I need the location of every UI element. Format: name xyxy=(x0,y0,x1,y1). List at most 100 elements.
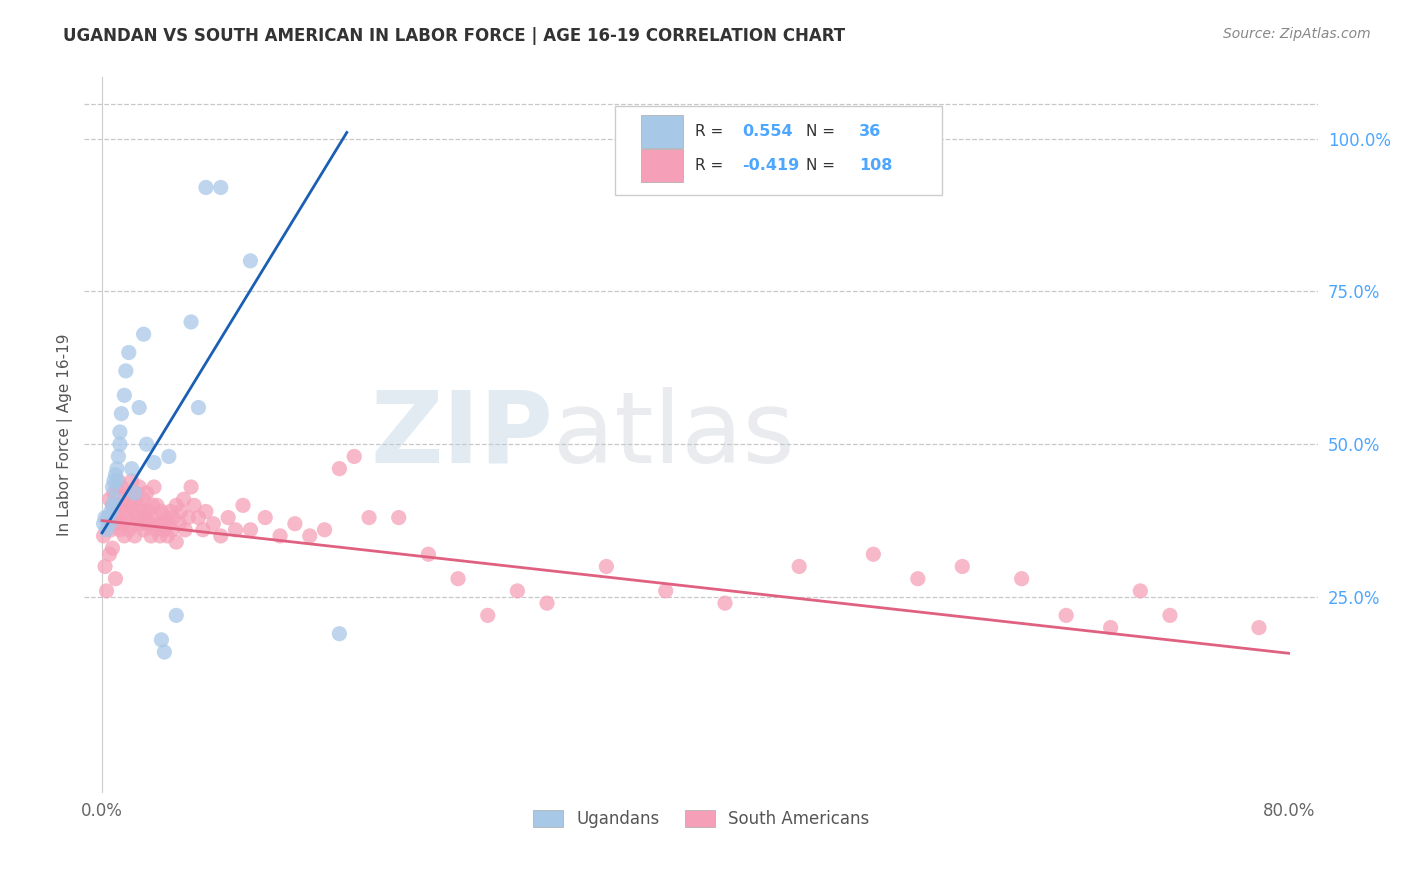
Point xyxy=(103,486,125,500)
Point xyxy=(134,510,156,524)
Point xyxy=(1011,572,1033,586)
Point xyxy=(217,510,239,524)
Point xyxy=(1159,608,1181,623)
Point xyxy=(156,529,179,543)
Point xyxy=(143,480,166,494)
Text: atlas: atlas xyxy=(553,386,794,483)
Point xyxy=(117,510,139,524)
Text: -0.419: -0.419 xyxy=(742,158,799,173)
Point xyxy=(506,583,529,598)
Point xyxy=(105,499,128,513)
Point xyxy=(357,510,380,524)
Point xyxy=(1247,621,1270,635)
Point xyxy=(298,529,321,543)
Point xyxy=(104,492,127,507)
Point xyxy=(101,541,124,556)
Point xyxy=(284,516,307,531)
Point xyxy=(101,499,124,513)
Point xyxy=(157,450,180,464)
Point xyxy=(108,523,131,537)
Point xyxy=(111,516,134,531)
Point xyxy=(128,401,150,415)
Point xyxy=(127,510,149,524)
Point xyxy=(180,315,202,329)
Point xyxy=(143,456,166,470)
Point xyxy=(180,480,202,494)
Text: R =: R = xyxy=(695,124,728,138)
Point xyxy=(595,559,617,574)
Point xyxy=(343,450,366,464)
Point xyxy=(120,499,142,513)
Text: 36: 36 xyxy=(859,124,882,138)
Point xyxy=(177,510,200,524)
Point xyxy=(104,516,127,531)
Point xyxy=(128,480,150,494)
Point xyxy=(101,480,124,494)
Point xyxy=(170,504,193,518)
Point xyxy=(654,583,676,598)
Point xyxy=(787,559,810,574)
Point xyxy=(388,510,411,524)
Point xyxy=(121,474,143,488)
Point xyxy=(96,583,118,598)
Text: 0.554: 0.554 xyxy=(742,124,793,138)
Point xyxy=(1099,621,1122,635)
Point xyxy=(110,480,132,494)
Point xyxy=(124,492,146,507)
Point xyxy=(950,559,973,574)
Point xyxy=(159,504,181,518)
Point xyxy=(121,461,143,475)
Point xyxy=(105,474,128,488)
Point xyxy=(139,529,162,543)
Point xyxy=(105,461,128,475)
Point xyxy=(121,516,143,531)
Point xyxy=(536,596,558,610)
Point xyxy=(155,510,177,524)
Point xyxy=(328,461,350,475)
Point xyxy=(124,529,146,543)
Point xyxy=(93,529,115,543)
Point xyxy=(165,608,187,623)
Point xyxy=(254,510,277,524)
Point xyxy=(94,510,117,524)
Point xyxy=(101,499,124,513)
Point xyxy=(122,504,145,518)
Point xyxy=(209,180,232,194)
Point xyxy=(191,523,214,537)
Point xyxy=(239,253,262,268)
Point xyxy=(907,572,929,586)
Point xyxy=(110,407,132,421)
Point xyxy=(165,535,187,549)
Point xyxy=(477,608,499,623)
FancyBboxPatch shape xyxy=(614,106,942,195)
Text: UGANDAN VS SOUTH AMERICAN IN LABOR FORCE | AGE 16-19 CORRELATION CHART: UGANDAN VS SOUTH AMERICAN IN LABOR FORCE… xyxy=(63,27,845,45)
Point xyxy=(131,504,153,518)
Point xyxy=(174,523,197,537)
Point xyxy=(160,523,183,537)
Point xyxy=(93,516,115,531)
Point xyxy=(146,499,169,513)
Point xyxy=(328,626,350,640)
Point xyxy=(187,401,209,415)
Point xyxy=(118,486,141,500)
Point xyxy=(187,510,209,524)
Point xyxy=(150,504,173,518)
Point xyxy=(132,492,155,507)
Point xyxy=(135,516,157,531)
Point xyxy=(114,364,136,378)
Point xyxy=(108,425,131,439)
Point xyxy=(107,474,129,488)
Point xyxy=(135,486,157,500)
Text: Source: ZipAtlas.com: Source: ZipAtlas.com xyxy=(1223,27,1371,41)
Point xyxy=(112,492,135,507)
Text: N =: N = xyxy=(806,124,839,138)
Text: R =: R = xyxy=(695,158,728,173)
Point xyxy=(167,516,190,531)
Point xyxy=(138,516,160,531)
Point xyxy=(96,523,118,537)
Point xyxy=(105,480,128,494)
Point xyxy=(125,486,148,500)
Point xyxy=(1129,583,1152,598)
Point xyxy=(136,504,159,518)
FancyBboxPatch shape xyxy=(641,149,683,182)
